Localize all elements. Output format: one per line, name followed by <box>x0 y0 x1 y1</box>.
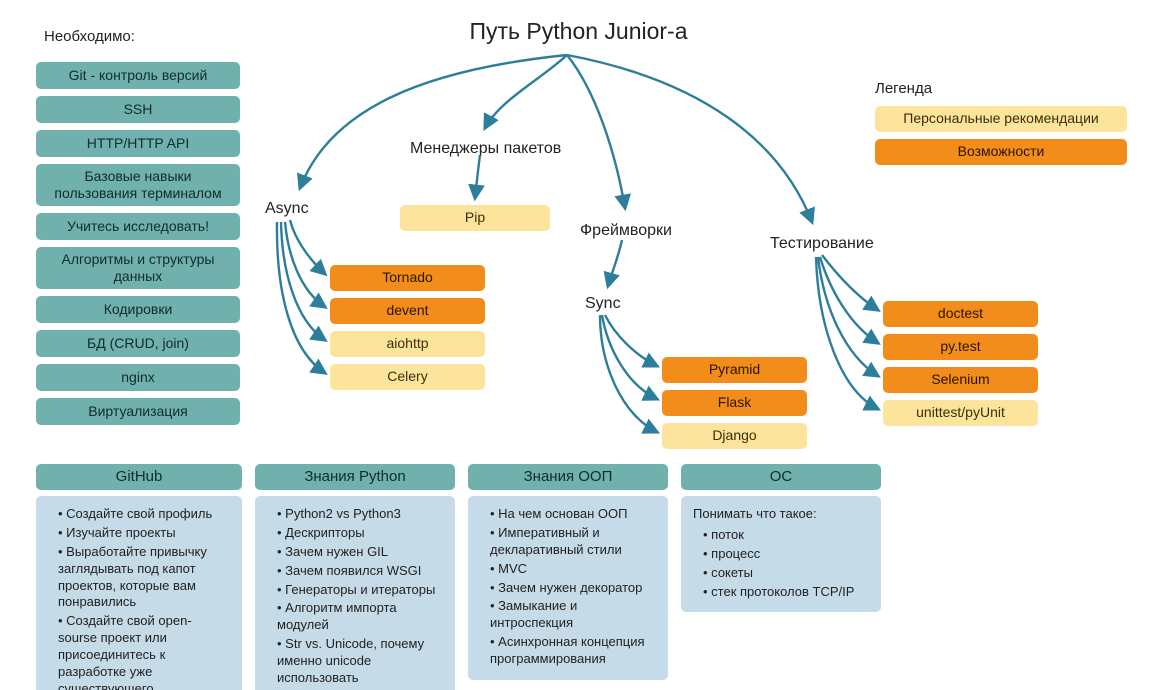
necessary-3: Базовые навыки пользования терминалом <box>36 164 240 206</box>
leaf-sync-7: Django <box>662 423 807 449</box>
necessary-0: Git - контроль версий <box>36 62 240 89</box>
leaf-testing-11: unittest/pyUnit <box>883 400 1038 426</box>
leaf-async-3: aiohttp <box>330 331 485 357</box>
necessary-heading: Необходимо: <box>44 28 135 45</box>
column-header-1: Знания Python <box>255 464 455 490</box>
category-testing: Тестирование <box>770 235 874 253</box>
legend-heading: Легенда <box>875 80 932 97</box>
leaf-testing-10: Selenium <box>883 367 1038 393</box>
necessary-7: БД (CRUD, join) <box>36 330 240 357</box>
category-sync: Sync <box>585 295 621 313</box>
legend-item-1: Возможности <box>875 139 1127 165</box>
category-fw: Фреймворки <box>580 222 672 240</box>
leaf-async-1: Tornado <box>330 265 485 291</box>
necessary-2: HTTP/HTTP API <box>36 130 240 157</box>
column-panel-0: Создайте свой профильИзучайте проектыВыр… <box>36 496 242 690</box>
leaf-sync-6: Flask <box>662 390 807 416</box>
necessary-4: Учитесь исследовать! <box>36 213 240 240</box>
column-panel-3: Понимать что такое:потокпроцесссокетысте… <box>681 496 881 612</box>
necessary-9: Виртуализация <box>36 398 240 425</box>
leaf-sync-5: Pyramid <box>662 357 807 383</box>
page-title: Путь Python Junior-а <box>0 18 1157 45</box>
necessary-5: Алгоритмы и структуры данных <box>36 247 240 289</box>
leaf-testing-9: py.test <box>883 334 1038 360</box>
legend-item-0: Персональные рекомендации <box>875 106 1127 132</box>
leaf-async-4: Celery <box>330 364 485 390</box>
column-panel-1: Python2 vs Python3ДескрипторыЗачем нужен… <box>255 496 455 690</box>
necessary-6: Кодировки <box>36 296 240 323</box>
leaf-async-2: devent <box>330 298 485 324</box>
column-header-2: Знания ООП <box>468 464 668 490</box>
column-header-3: ОС <box>681 464 881 490</box>
column-header-0: GitHub <box>36 464 242 490</box>
leaf-testing-8: doctest <box>883 301 1038 327</box>
necessary-8: nginx <box>36 364 240 391</box>
leaf-pkg-0: Pip <box>400 205 550 231</box>
necessary-1: SSH <box>36 96 240 123</box>
category-pkg: Менеджеры пакетов <box>410 140 561 158</box>
column-panel-2: На чем основан ООПИмперативный и деклара… <box>468 496 668 680</box>
category-async: Async <box>265 200 309 218</box>
